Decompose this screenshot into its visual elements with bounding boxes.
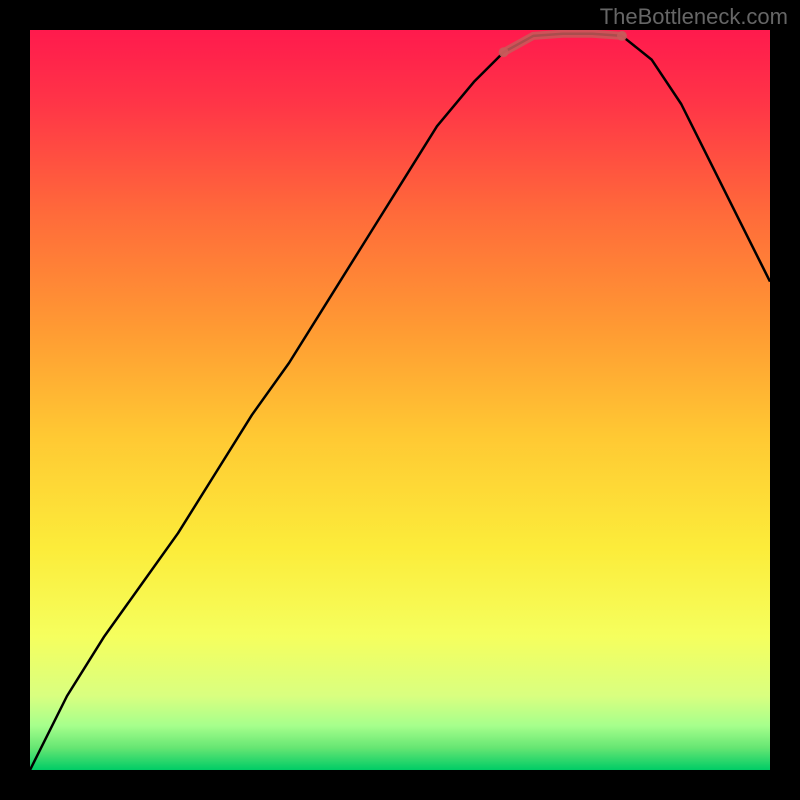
highlight-cap-start	[499, 47, 509, 57]
watermark-text: TheBottleneck.com	[600, 4, 788, 30]
chart-background	[30, 30, 770, 770]
chart-svg	[30, 30, 770, 770]
chart-plot-area	[30, 30, 770, 770]
highlight-cap-end	[617, 31, 627, 41]
